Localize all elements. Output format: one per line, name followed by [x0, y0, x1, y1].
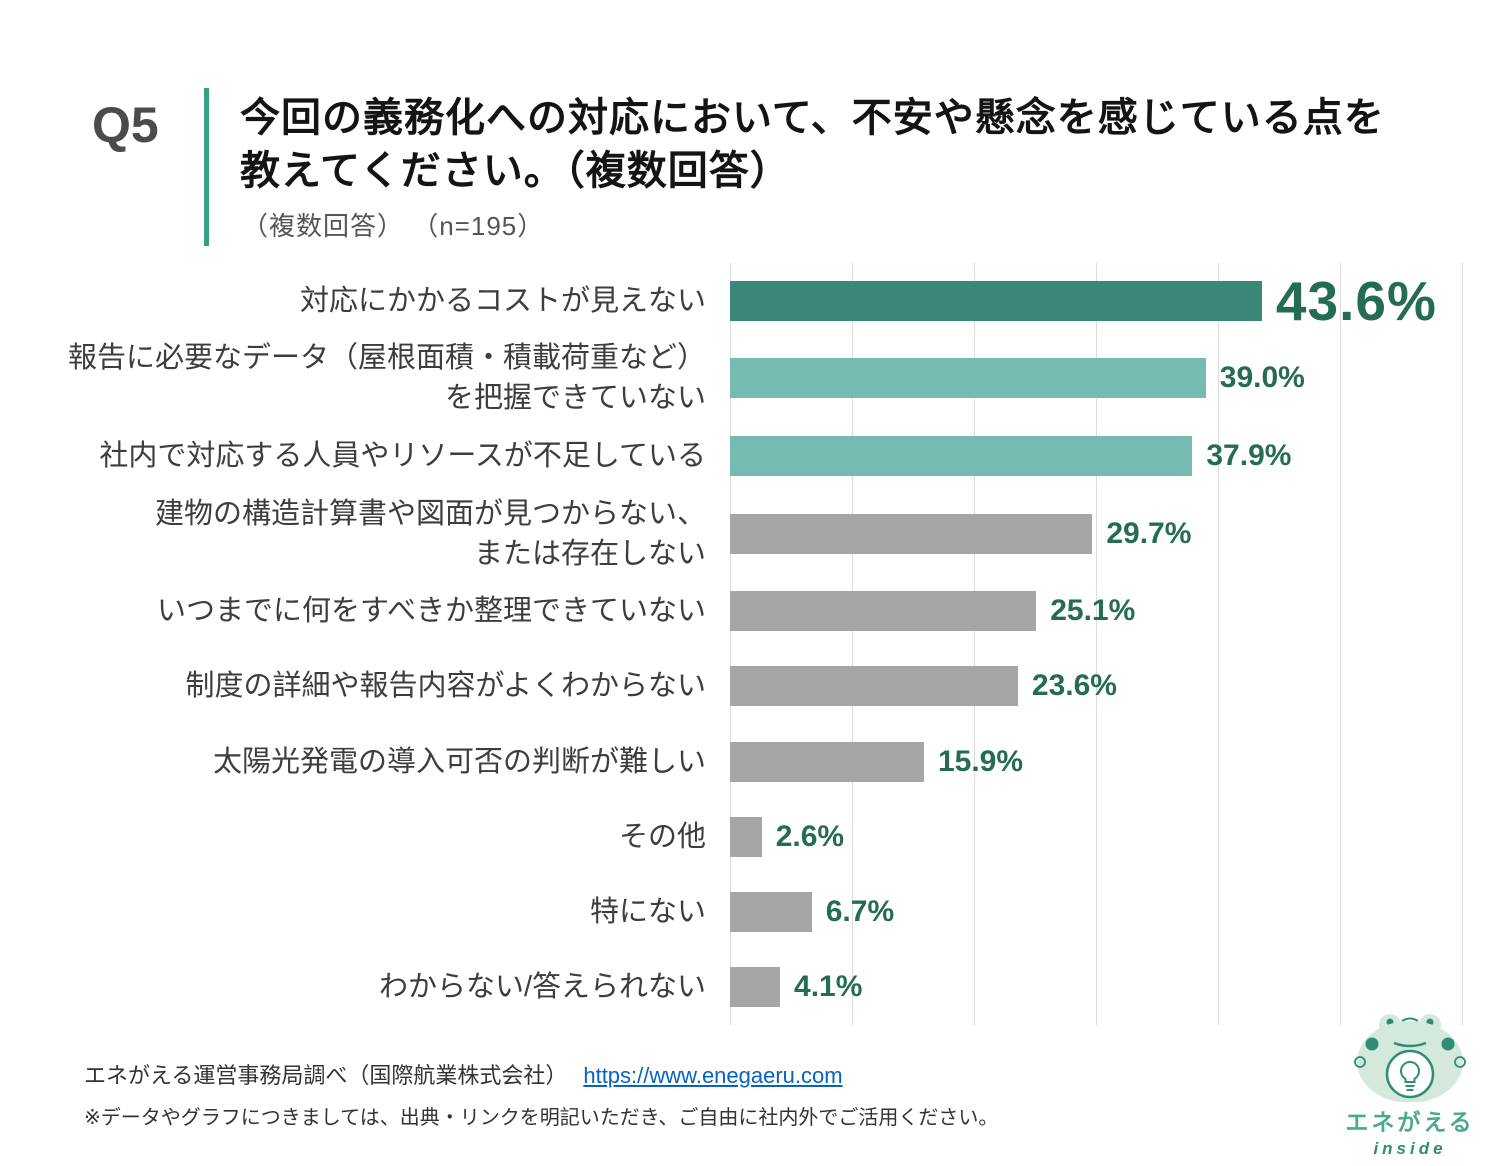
chart-rows: 対応にかかるコストが見えない 43.6% 報告に必要なデータ（屋根面積・積載荷重など… — [0, 263, 1462, 1025]
chart-row: 報告に必要なデータ（屋根面積・積載荷重など） を把握できていない 39.0% — [0, 338, 1462, 418]
gridline — [1462, 263, 1463, 1025]
category-label: 建物の構造計算書や図面が見つからない、 または存在しない — [154, 497, 706, 570]
gridline — [1096, 263, 1097, 1025]
value-label: 43.6% — [1275, 269, 1437, 332]
bar — [730, 967, 781, 1008]
value-label: 23.6% — [1031, 669, 1117, 703]
category-label: 制度の詳細や報告内容がよくわからない — [185, 670, 706, 703]
source-text: エネがえる運営事務局調べ（国際航業株式会社） — [84, 1063, 568, 1088]
usage-note: ※データやグラフにつきましては、出典・リンクを明記いただき、ご自由に社内外でご活… — [84, 1107, 999, 1129]
category-label: その他 — [618, 820, 706, 853]
sample-size-note: （複数回答） （n=195） — [242, 211, 545, 241]
category-label: 特にない — [589, 896, 706, 929]
value-label: 37.9% — [1206, 438, 1292, 472]
chart-row: その他 2.6% — [0, 799, 1462, 874]
bar-cell: 6.7% — [730, 875, 1462, 950]
chart-row: 社内で対応する人員やリソースが不足している 37.9% — [0, 418, 1462, 493]
chart-row: 特にない 6.7% — [0, 875, 1462, 950]
bar — [730, 435, 1193, 476]
category-label: 対応にかかるコストが見えない — [299, 284, 706, 317]
category-label: 社内で対応する人員やリソースが不足している — [99, 439, 706, 472]
question-number: Q5 — [92, 97, 159, 153]
bar-cell: 15.9% — [730, 724, 1462, 799]
chart-row: 対応にかかるコストが見えない 43.6% — [0, 263, 1462, 338]
bar-cell: 23.6% — [730, 649, 1462, 724]
category-label: 報告に必要なデータ（屋根面積・積載荷重など） を把握できていない — [67, 342, 706, 415]
bar-cell: 37.9% — [730, 418, 1462, 493]
mascot-frog-bulb-icon — [1354, 1014, 1466, 1102]
page-title: 今回の義務化への対応において、不安や懸念を感じている点を 教えてください。（複数… — [240, 96, 1385, 193]
bar-cell: 25.1% — [730, 574, 1462, 649]
gridline — [852, 263, 853, 1025]
bar — [730, 816, 762, 857]
source-link[interactable]: https://www.enegaeru.com — [583, 1063, 843, 1088]
chart-row: 建物の構造計算書や図面が見つからない、 または存在しない 29.7% — [0, 494, 1462, 574]
brand-logo: エネがえる inside — [1338, 1012, 1482, 1159]
chart-row: 太陽光発電の導入可否の判断が難しい 15.9% — [0, 724, 1462, 799]
value-label: 25.1% — [1050, 594, 1136, 628]
bar — [730, 591, 1037, 632]
value-label: 2.6% — [775, 819, 845, 853]
bar — [730, 741, 924, 782]
footer: エネがえる運営事務局調べ（国際航業株式会社） https://www.enegae… — [84, 1058, 998, 1130]
title-accent-bar — [204, 88, 209, 246]
bar — [730, 280, 1262, 321]
gridline — [1340, 263, 1341, 1025]
logo-brand-text: エネがえる — [1345, 1109, 1475, 1135]
bar-cell: 2.6% — [730, 799, 1462, 874]
chart-row: 制度の詳細や報告内容がよくわからない 23.6% — [0, 649, 1462, 724]
category-label: わからない/答えられない — [378, 971, 706, 1004]
bar-cell: 39.0% — [730, 338, 1462, 418]
chart-row: わからない/答えられない 4.1% — [0, 950, 1462, 1025]
bar-chart: 対応にかかるコストが見えない 43.6% 報告に必要なデータ（屋根面積・積載荷重など… — [0, 263, 1463, 1025]
value-label: 15.9% — [937, 744, 1024, 778]
bar-cell: 4.1% — [730, 950, 1462, 1025]
bar — [730, 513, 1093, 554]
value-label: 4.1% — [794, 970, 863, 1004]
bar — [730, 892, 812, 933]
category-label: いつまでに何をすべきか整理できていない — [157, 595, 706, 628]
bar-cell: 29.7% — [730, 494, 1462, 574]
gridlines — [730, 263, 1463, 1025]
bar — [730, 666, 1018, 707]
value-label: 6.7% — [825, 895, 895, 929]
value-label: 39.0% — [1219, 361, 1305, 395]
value-label: 29.7% — [1106, 516, 1192, 550]
gridline — [730, 263, 731, 1025]
gridline — [974, 263, 975, 1025]
category-label: 太陽光発電の導入可否の判断が難しい — [212, 745, 706, 778]
bar — [730, 358, 1206, 399]
source-line: エネがえる運営事務局調べ（国際航業株式会社） https://www.enegae… — [84, 1058, 998, 1090]
gridline — [1218, 263, 1219, 1025]
logo-sub-text: inside — [1373, 1139, 1447, 1158]
chart-row: いつまでに何をすべきか整理できていない 25.1% — [0, 574, 1462, 649]
bar-cell: 43.6% — [730, 263, 1462, 338]
